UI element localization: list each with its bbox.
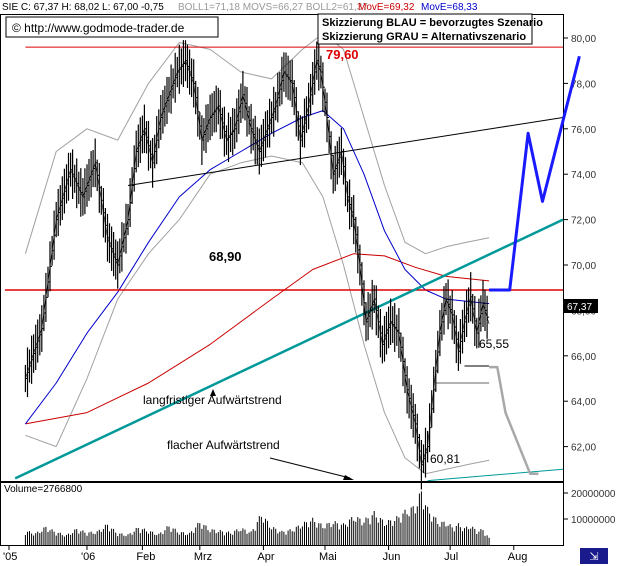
price-series — [24, 40, 490, 490]
y-tick-label: 72,00 — [571, 216, 596, 227]
x-tick-label: Jun — [383, 551, 401, 563]
x-tick-label: Mrz — [194, 551, 212, 563]
scenario-blue-path — [489, 55, 581, 292]
y-tick-label: 64,00 — [571, 397, 596, 408]
indicator-header: BOLL1=71,18 MOVS=66,27 BOLL2=61,37 — [178, 2, 368, 13]
trend-flat-arrow-shaft — [269, 457, 351, 479]
y-tick-label: 78,00 — [571, 79, 596, 90]
y-tick-label: 62,00 — [571, 443, 596, 454]
quote-header: SIE C: 67,37 H: 68,02 L: 67,00 -0,75 — [2, 2, 164, 13]
x-tick-label: Mai — [319, 551, 337, 563]
level-label-60: 60,81 — [430, 452, 460, 466]
volume-bars — [24, 491, 490, 545]
level-label-65: 65,55 — [479, 337, 509, 351]
price-path — [25, 60, 490, 466]
axis-corner-glyph: ⇲ — [589, 551, 598, 563]
time-axis-strip — [0, 546, 564, 566]
ma-long-line — [25, 253, 490, 425]
trend-lines — [4, 46, 564, 482]
ma-short-header: MovE=68,33 — [421, 2, 478, 13]
y-tick-label: 80,00 — [571, 34, 596, 45]
x-tick-label: Aug — [508, 551, 528, 563]
ma-long-header: MovE=69,32 — [358, 2, 415, 13]
scenario-sketches — [489, 55, 581, 476]
scenario-legend-box — [317, 13, 533, 45]
last-price-text: 67,37 — [567, 302, 592, 313]
y-tick-label: 66,00 — [571, 352, 596, 363]
trend-upper-line — [127, 117, 564, 186]
volume-label: Volume=2766800 — [4, 484, 83, 495]
y-tick-label: 70,00 — [571, 261, 596, 272]
volume-axis: 20000000 10000000 — [564, 489, 616, 526]
trend-long-line — [14, 218, 564, 480]
trend-flat-line — [427, 468, 564, 482]
level-label-68: 68,90 — [209, 249, 242, 264]
y-tick-label: 74,00 — [571, 170, 596, 181]
x-tick-label: Jul — [444, 551, 458, 563]
volume-tick-label: 10000000 — [571, 515, 616, 526]
copyright-box — [5, 16, 219, 38]
x-tick-label: '06 — [81, 551, 95, 563]
time-axis: '05 '06 Feb Mrz Apr Mai Jun Jul Aug — [3, 546, 527, 563]
legend-grey-text: Skizzierung GRAU = Alternativszenario — [322, 31, 526, 43]
x-tick-label: Apr — [257, 551, 274, 563]
trend-long-label: langfristiger Aufwärtstrend — [143, 393, 282, 407]
y-tick-label: 76,00 — [571, 125, 596, 136]
trend-long-arrow-icon — [210, 389, 216, 396]
legend-blue-text: Skizzierung BLAU = bevorzugtes Szenario — [322, 17, 543, 29]
bollinger-upper-line — [24, 33, 490, 255]
scenario-grey-path — [489, 365, 539, 476]
x-tick-label: Feb — [136, 551, 155, 563]
resistance-label: 79,60 — [326, 47, 359, 62]
axis-corner-button[interactable] — [580, 548, 608, 564]
trend-flat-arrow-icon — [343, 475, 354, 480]
last-price-tag — [564, 299, 598, 313]
copyright-text[interactable]: © http://www.godmode-trader.de — [12, 21, 185, 35]
x-tick-label: '05 — [3, 551, 17, 563]
trend-flat-label: flacher Aufwärtstrend — [167, 438, 280, 452]
volume-tick-label: 20000000 — [571, 489, 616, 500]
